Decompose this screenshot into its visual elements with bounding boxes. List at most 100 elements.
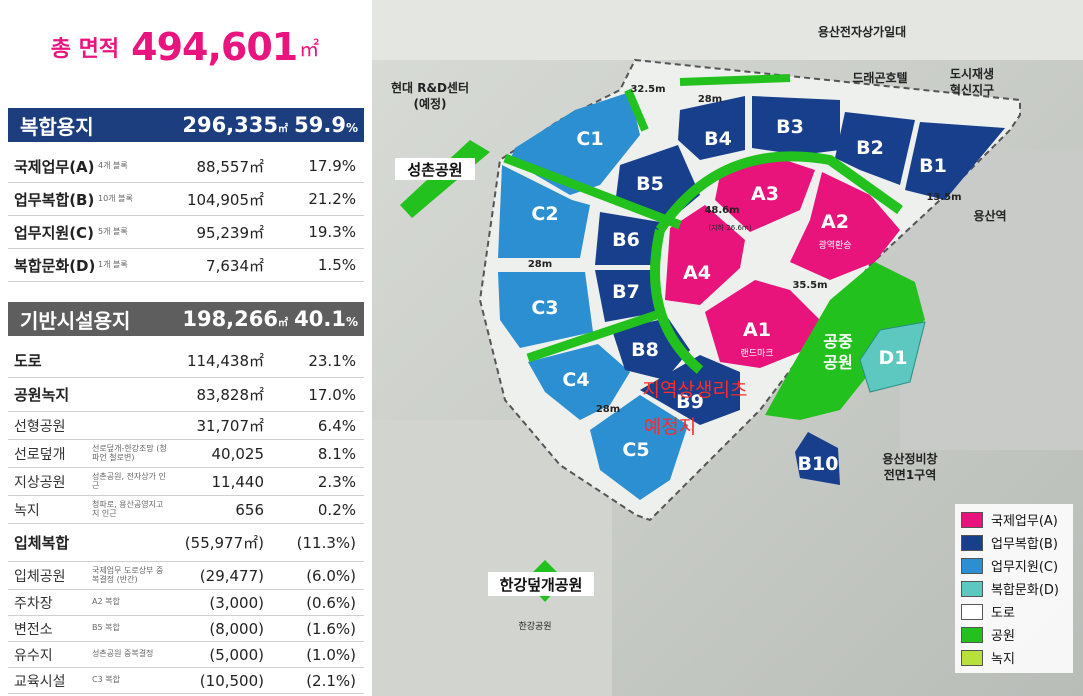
row-name: 선형공원 — [14, 418, 66, 435]
block-c3 — [498, 272, 593, 348]
row-name: 업무지원(C) — [14, 223, 94, 242]
group-area-unit: ㎡ — [278, 124, 288, 135]
block-a2 — [790, 172, 900, 280]
row-pct: 1.5% — [317, 256, 356, 274]
legend-swatch — [961, 603, 983, 620]
row-pct: (6.0%) — [306, 566, 356, 585]
label-b3: B3 — [776, 116, 804, 138]
row-note: 4개 블록 — [98, 160, 128, 170]
block-c4 — [528, 344, 630, 420]
group-pct-unit: % — [345, 315, 358, 329]
legend-item: 녹지 — [961, 646, 1067, 669]
group-area: 296,335 — [182, 113, 278, 137]
label-b8: B8 — [631, 339, 659, 361]
row-name: 도로 — [14, 352, 42, 370]
label-b2: B2 — [856, 137, 884, 159]
label-c1: C1 — [576, 128, 603, 150]
row-note: C3 복합 — [92, 675, 120, 685]
block-b7 — [595, 270, 660, 322]
legend-label: 업무복합(B) — [991, 537, 1058, 552]
area-summary-panel: 총 면적 494,601 ㎡ 복합용지 296,335㎡ 59.9% 국제업무(… — [0, 0, 372, 696]
legend-item: 업무복합(B) — [961, 531, 1067, 554]
row-note: 1개 블록 — [98, 259, 128, 269]
block-b9 — [640, 355, 740, 425]
row-note: 5개 블록 — [98, 226, 128, 236]
row-pct: (1.6%) — [306, 619, 356, 638]
map-legend: 국제업무(A) 업무복합(B) 업무지원(C) 복합문화(D) 도로 공원 녹지 — [955, 504, 1073, 673]
area-row: 녹지 청파로, 용산공영지고지 인근 656 0.2% — [8, 496, 364, 524]
label-c3: C3 — [531, 297, 558, 319]
site-plan-map: C1 C2 C3 C4 C5 B4 B3 B2 B1 B5 B6 B7 B8 B… — [372, 0, 1083, 696]
row-note: 성촌공원, 전자상가 인근 — [92, 472, 166, 490]
row-pct: 23.1% — [308, 351, 356, 370]
row-name: 유수지 — [14, 647, 53, 664]
block-b4 — [678, 96, 745, 160]
legend-swatch — [961, 649, 983, 666]
dim-28-low: 28m — [596, 404, 620, 415]
row-pct: (2.1%) — [306, 671, 356, 690]
mixed-use-header: 복합용지 296,335㎡ 59.9% — [8, 108, 364, 142]
label-a4: A4 — [683, 262, 711, 284]
area-row: 선형공원 31,707㎡ 6.4% — [8, 412, 364, 440]
label-urban-regen: 도시재생 혁신지구 — [950, 66, 994, 97]
legend-swatch — [961, 626, 983, 643]
label-dragon: 드래곤호텔 — [852, 70, 907, 85]
group-pct: 59.9 — [294, 113, 346, 137]
area-row: 입체공원 국제업무 도로상부 중복결정 (반간) (29,477) (6.0%) — [8, 562, 364, 590]
infra-header: 기반시설용지 198,266㎡ 40.1% — [8, 302, 364, 336]
block-a4 — [665, 205, 745, 305]
row-pct: 19.3% — [308, 223, 356, 241]
legend-item: 공원 — [961, 623, 1067, 646]
row-pct: 17.9% — [308, 157, 356, 175]
area-row: 입체복합 (55,977㎡) (11.3%) — [8, 524, 364, 562]
legend-label: 녹지 — [991, 652, 1015, 667]
row-area: 114,438㎡ — [186, 352, 264, 370]
block-b10 — [795, 432, 840, 485]
row-area: 656 — [235, 500, 264, 519]
total-area-value: 494,601 — [131, 25, 298, 69]
row-note: 성촌공원 중복결정 — [92, 649, 154, 659]
overlay-line-1: 지역상생리츠 — [643, 379, 748, 401]
row-pct: 2.3% — [317, 472, 356, 491]
row-area: 88,557㎡ — [196, 157, 265, 176]
group-area: 198,266 — [182, 307, 278, 331]
row-note: 국제업무 도로상부 중복결정 (반간) — [92, 566, 164, 584]
legend-item: 도로 — [961, 600, 1067, 623]
row-note: 선로덮개-한강조망 (청파언 철로변) — [92, 444, 167, 462]
label-b5: B5 — [636, 173, 664, 195]
label-electronics: 용산전자상가일대 — [818, 24, 906, 39]
label-a1-sub: 랜드마크 — [740, 348, 773, 359]
area-row: 복합문화(D) 1개 블록 7,634㎡ 1.5% — [8, 249, 364, 282]
dim-35-5: 35.5m — [792, 280, 827, 291]
legend-label: 복합문화(D) — [991, 583, 1059, 598]
row-area: 104,905㎡ — [186, 190, 264, 209]
area-row: 선로덮개 선로덮개-한강조망 (청파언 철로변) 40,025 8.1% — [8, 440, 364, 468]
area-row: 국제업무(A) 4개 블록 88,557㎡ 17.9% — [8, 150, 364, 183]
block-b1 — [905, 122, 1005, 200]
row-pct: (11.3%) — [296, 533, 356, 552]
legend-item: 복합문화(D) — [961, 577, 1067, 600]
area-row: 업무지원(C) 5개 블록 95,239㎡ 19.3% — [8, 216, 364, 249]
row-pct: 0.2% — [317, 500, 356, 519]
label-hangang-cover: 한강덮개공원 — [500, 576, 583, 594]
row-area: 83,828㎡ — [196, 386, 265, 404]
park-corridor-ring — [655, 151, 903, 233]
area-row: 유수지 성촌공원 중복결정 (5,000) (1.0%) — [8, 642, 364, 668]
dim-13-5: 13.5m — [926, 192, 961, 203]
block-a3 — [715, 155, 815, 232]
row-area: 31,707㎡ — [196, 417, 265, 435]
row-name: 공원녹지 — [14, 386, 70, 404]
row-name: 선로덮개 — [14, 446, 66, 463]
area-row: 변전소 B5 복합 (8,000) (1.6%) — [8, 616, 364, 642]
dim-48-6: 48.6m — [704, 205, 739, 216]
row-area: (55,977㎡) — [184, 534, 264, 552]
label-a2: A2 — [821, 211, 849, 233]
total-area-unit: ㎡ — [299, 36, 320, 61]
row-name: 녹지 — [14, 502, 40, 519]
label-station: 용산역 — [973, 208, 1006, 223]
row-pct: 6.4% — [317, 416, 356, 435]
row-area: 40,025 — [211, 444, 265, 463]
row-pct: 8.1% — [317, 444, 356, 463]
label-c5: C5 — [622, 439, 649, 461]
area-row: 도로 114,438㎡ 23.1% — [8, 344, 364, 378]
